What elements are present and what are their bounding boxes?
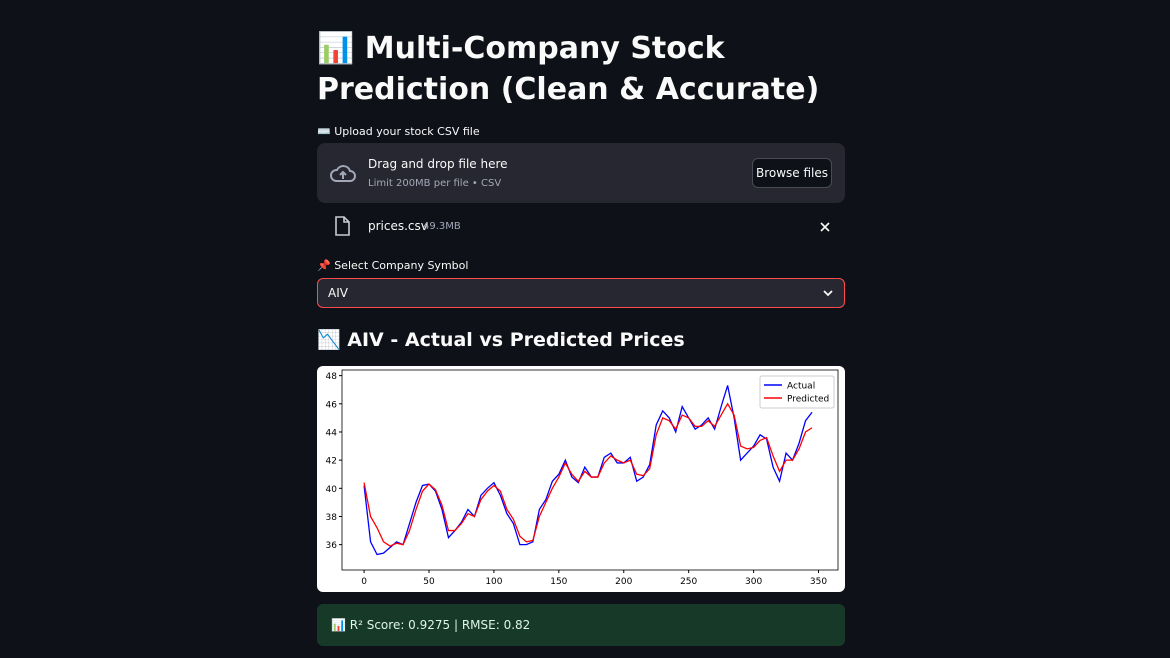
select-value: AIV [328,286,348,300]
chart-container: 36 38 40 42 44 46 48 0 50 100 150 200 250 300 350 Actua… [317,366,845,592]
file-size: 49.3MB [423,221,461,232]
y-tick-label: 36 [326,541,338,551]
browse-button[interactable]: Browse files [752,158,832,188]
y-tick-label: 38 [326,513,338,523]
metric-box: 📊 R² Score: 0.9275 | RMSE: 0.82 [317,604,845,646]
legend-label: Actual [787,382,815,392]
y-tick-label: 44 [326,428,338,438]
chevron [823,290,833,297]
plot-frame [341,369,839,571]
y-tick-label: 42 [326,457,337,467]
legend-box [759,375,835,409]
legend-label: Predicted [787,395,829,405]
page-title: 📊 Multi-Company Stock Prediction (Clean … [317,31,820,107]
upload-icon [330,165,356,182]
series-line [363,385,813,556]
chart-heading: 📉 AIV - Actual vs Predicted Prices [317,329,685,351]
x-tick-label: 150 [550,577,567,587]
series-line [363,402,813,547]
uploader-label: ⌨️ Upload your stock CSV file [317,125,480,138]
x-tick-label: 0 [361,577,367,587]
x-tick-label: 100 [485,577,502,587]
x-tick-label: 250 [680,577,697,587]
y-tick-label: 46 [326,400,338,410]
remove-file[interactable] [819,221,831,233]
y-tick-label: 40 [326,485,338,495]
drop-text: Drag and drop file here [368,157,508,171]
x-tick-label: 350 [810,577,827,587]
select-label: 📌 Select Company Symbol [317,259,469,272]
x-tick-label: 50 [423,577,435,587]
x-tick-label: 200 [615,577,632,587]
limit-text: Limit 200MB per file • CSV [368,178,502,189]
x-tick-label: 300 [745,577,762,587]
company-select[interactable]: AIV [317,278,845,308]
y-tick-label: 48 [326,372,338,382]
file-icon [335,216,350,236]
chart: 36 38 40 42 44 46 48 0 50 100 150 200 250 300 350 Actua… [326,369,839,587]
file-name: prices.csv [368,219,428,233]
